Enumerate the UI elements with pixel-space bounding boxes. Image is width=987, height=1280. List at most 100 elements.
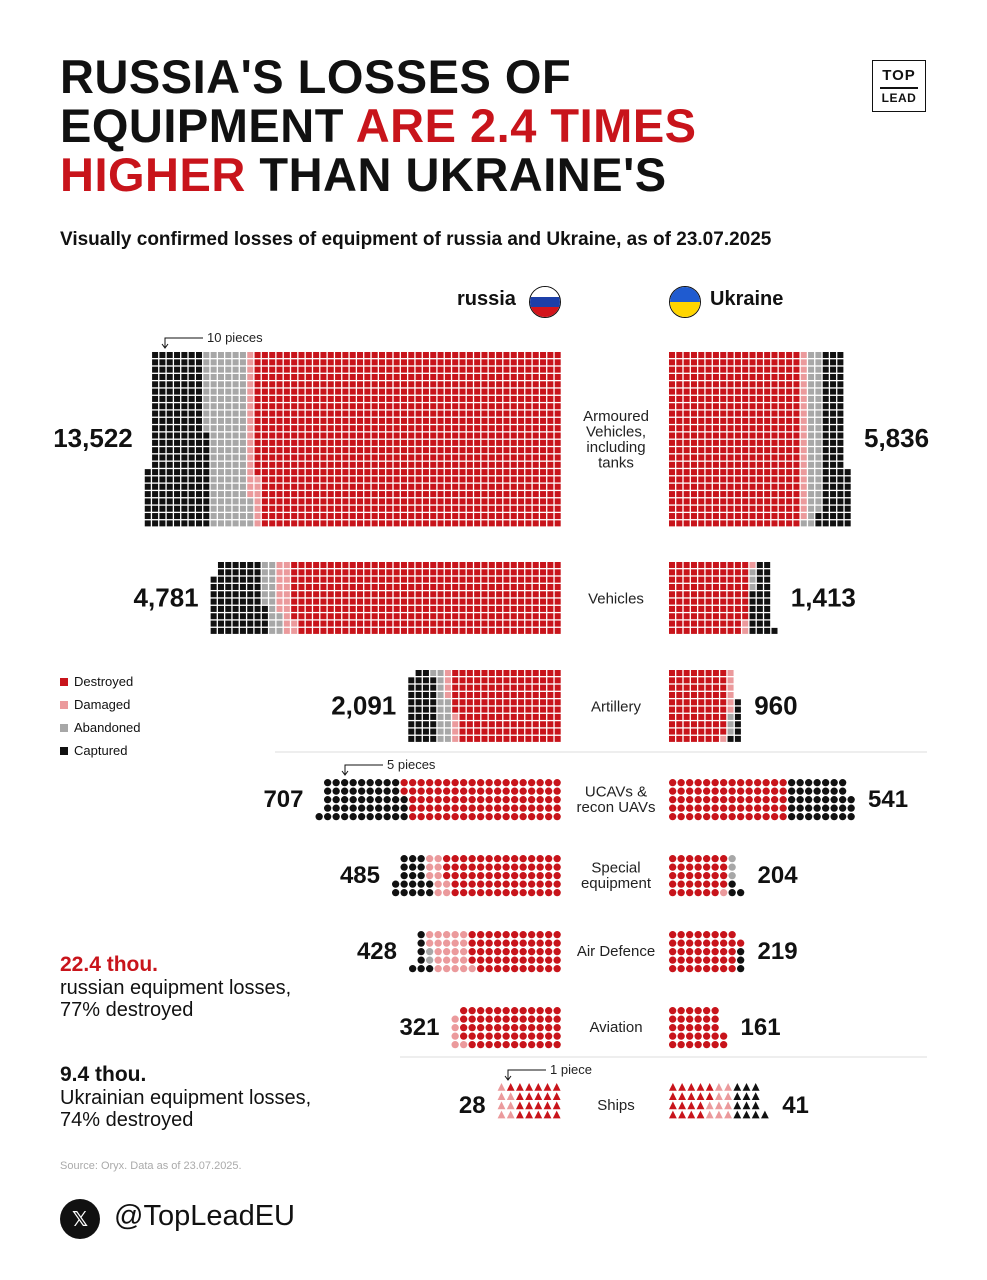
ru-circle-mark — [494, 779, 502, 787]
ru-square-mark — [188, 498, 195, 505]
ru-square-mark — [400, 562, 407, 569]
ru-square-mark — [174, 359, 181, 366]
ua-square-mark — [727, 381, 734, 388]
ru-square-mark — [210, 591, 217, 598]
ru-square-mark — [503, 483, 510, 490]
ru-square-mark — [393, 627, 400, 634]
ru-square-mark — [247, 359, 254, 366]
ru-square-mark — [276, 447, 283, 454]
ru-square-mark — [532, 613, 539, 620]
ua-square-mark — [764, 410, 771, 417]
ua-square-mark — [830, 366, 837, 373]
ru-square-mark — [554, 447, 561, 454]
social-handle[interactable]: @TopLeadEU — [114, 1200, 295, 1232]
ru-square-mark — [496, 432, 503, 439]
ru-square-mark — [313, 395, 320, 402]
ua-square-mark — [727, 520, 734, 527]
ua-square-mark — [669, 381, 676, 388]
ua-square-mark — [844, 520, 851, 527]
ru-square-mark — [181, 520, 188, 527]
ru-square-mark — [525, 591, 532, 598]
ru-square-mark — [152, 381, 159, 388]
ua-square-mark — [734, 469, 741, 476]
ru-square-mark — [298, 605, 305, 612]
ru-square-mark — [466, 513, 473, 520]
ru-square-mark — [481, 620, 488, 627]
ru-square-mark — [452, 447, 459, 454]
ru-square-mark — [166, 439, 173, 446]
ru-square-mark — [532, 598, 539, 605]
ua-square-mark — [712, 476, 719, 483]
ua-circle-mark — [737, 965, 745, 973]
ru-square-mark — [327, 569, 334, 576]
ru-square-mark — [152, 403, 159, 410]
ru-square-mark — [217, 469, 224, 476]
ua-square-mark — [705, 677, 712, 684]
ua-circle-mark — [711, 956, 719, 964]
ru-square-mark — [269, 469, 276, 476]
ru-square-mark — [174, 352, 181, 359]
ru-square-mark — [327, 605, 334, 612]
category-label: Ships — [597, 1097, 635, 1114]
ua-square-mark — [698, 469, 705, 476]
ua-square-mark — [676, 476, 683, 483]
ru-square-mark — [210, 620, 217, 627]
ru-square-mark — [503, 410, 510, 417]
ru-square-mark — [459, 728, 466, 735]
ru-circle-mark — [468, 796, 476, 804]
ru-square-mark — [239, 620, 246, 627]
ru-square-mark — [269, 569, 276, 576]
ru-square-mark — [210, 605, 217, 612]
ua-circle-mark — [762, 796, 770, 804]
ru-square-mark — [430, 620, 437, 627]
ru-square-mark — [532, 395, 539, 402]
ru-circle-mark — [519, 948, 527, 956]
ru-square-mark — [444, 366, 451, 373]
ru-circle-mark — [528, 863, 536, 871]
ua-triangle-mark — [669, 1110, 677, 1119]
ru-square-mark — [239, 388, 246, 395]
ua-square-mark — [683, 410, 690, 417]
ru-square-mark — [444, 591, 451, 598]
ua-square-mark — [705, 395, 712, 402]
ru-circle-mark — [536, 813, 544, 821]
ru-square-mark — [518, 691, 525, 698]
ru-circle-mark — [451, 804, 459, 812]
ru-square-mark — [247, 439, 254, 446]
ua-circle-mark — [703, 779, 711, 787]
ua-circle-mark — [703, 965, 711, 973]
ua-square-mark — [749, 505, 756, 512]
ru-square-mark — [335, 598, 342, 605]
ru-circle-mark — [477, 1041, 485, 1049]
ru-square-mark — [481, 461, 488, 468]
ru-square-mark — [459, 670, 466, 677]
ru-square-mark — [159, 373, 166, 380]
ru-square-mark — [415, 359, 422, 366]
ua-square-mark — [778, 498, 785, 505]
ua-square-mark — [712, 483, 719, 490]
ua-square-mark — [727, 417, 734, 424]
ru-square-mark — [342, 513, 349, 520]
ru-square-mark — [225, 569, 232, 576]
ru-square-mark — [269, 562, 276, 569]
ru-square-mark — [313, 417, 320, 424]
ru-square-mark — [261, 425, 268, 432]
ua-square-mark — [683, 513, 690, 520]
ru-square-mark — [415, 447, 422, 454]
ua-square-mark — [720, 366, 727, 373]
ru-square-mark — [283, 447, 290, 454]
ua-square-mark — [749, 352, 756, 359]
ru-square-mark — [357, 469, 364, 476]
ua-square-mark — [734, 513, 741, 520]
ru-circle-mark — [519, 880, 527, 888]
ru-square-mark — [349, 395, 356, 402]
ru-circle-mark — [494, 956, 502, 964]
ru-square-mark — [196, 352, 203, 359]
ua-circle-mark — [686, 872, 694, 880]
note-arrowhead — [504, 1075, 512, 1081]
ru-square-mark — [239, 483, 246, 490]
ua-square-mark — [720, 677, 727, 684]
x-logo-icon[interactable]: 𝕏 — [60, 1199, 100, 1239]
category-label: Armoured — [583, 408, 649, 425]
